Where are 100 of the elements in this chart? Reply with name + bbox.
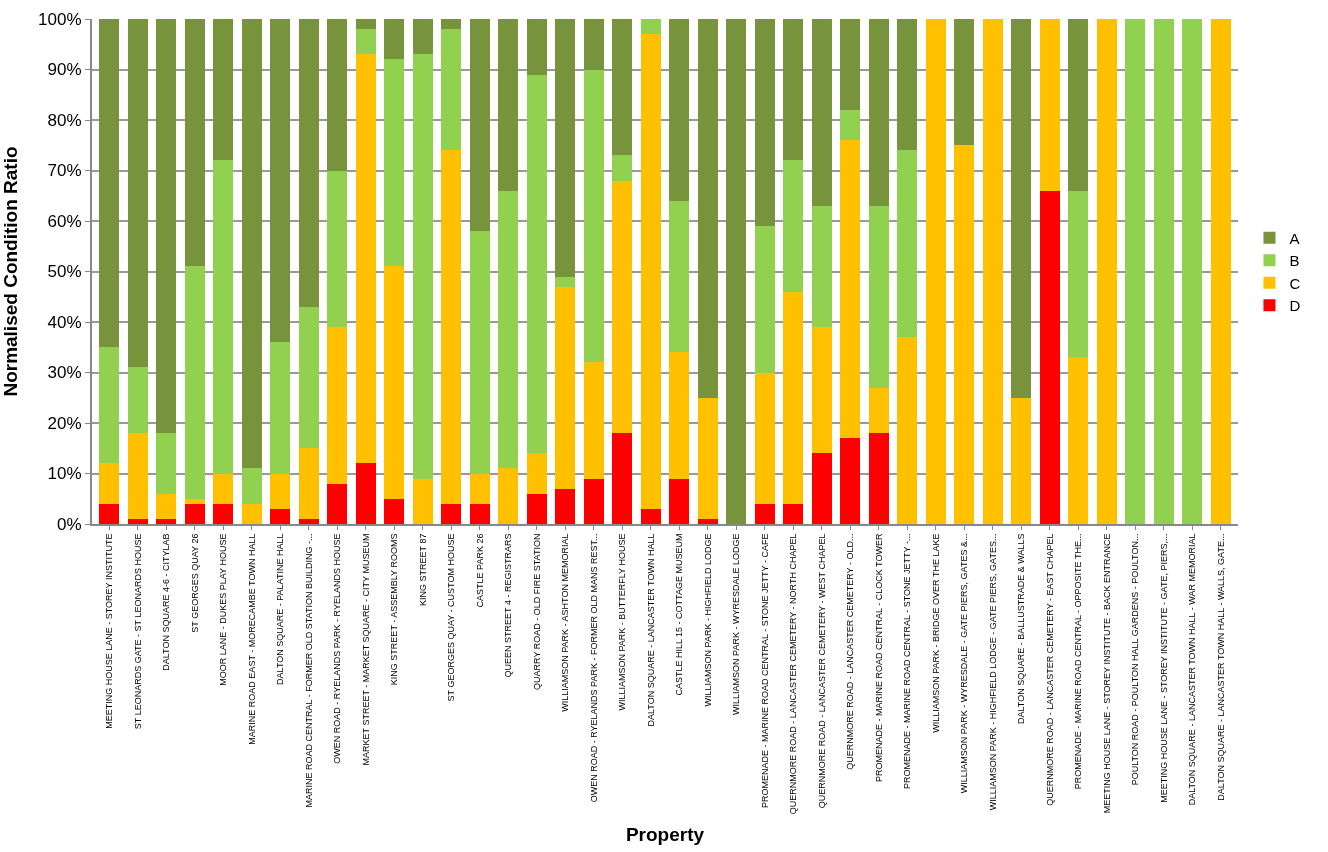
bar xyxy=(1039,190,1060,524)
bar xyxy=(241,468,262,504)
x-tick-label: QUEEN STREET 4 - REGISTRARS xyxy=(503,533,514,678)
bar xyxy=(127,19,148,368)
bar xyxy=(840,438,861,524)
bar xyxy=(783,291,804,504)
bar xyxy=(99,347,120,464)
bar xyxy=(1125,19,1146,524)
legend-label: B xyxy=(1289,252,1300,270)
y-tick-label: 90% xyxy=(47,60,82,80)
x-tick-label: WILLIAMSON PARK - HIGHFIELD LODGE xyxy=(702,533,713,707)
bar xyxy=(526,453,547,494)
bar xyxy=(384,498,405,524)
x-tick-label: MEETING HOUSE LANE - STOREY INSTITUTE xyxy=(104,533,115,729)
x-tick-label: QUERNMORE ROAD - LANCASTER CEMETERY - WEST CHAPEL xyxy=(816,533,827,809)
bar xyxy=(811,19,832,206)
bar xyxy=(99,19,120,348)
bar xyxy=(270,342,291,474)
bar xyxy=(412,478,433,524)
bar xyxy=(441,29,462,151)
bar xyxy=(355,29,376,55)
bar xyxy=(583,362,604,479)
x-tick-label: MOOR LANE - DUKES PLAY HOUSE xyxy=(218,533,229,686)
bar xyxy=(754,372,775,504)
bar xyxy=(469,19,490,232)
bar xyxy=(355,54,376,464)
bar xyxy=(783,19,804,161)
x-tick-label: PROMENADE - MARINE ROAD CENTRAL - CLOCK TOWER xyxy=(873,533,884,782)
bar xyxy=(555,286,576,489)
bar xyxy=(811,327,832,454)
bar xyxy=(897,150,918,338)
bar xyxy=(868,433,889,524)
x-tick-label: WILLIAMSON PARK - WYRESDALE - GATE PIERS, GATES &... xyxy=(959,533,970,794)
x-tick-label: WILLIAMSON PARK - ASHTON MEMORIAL xyxy=(560,533,571,712)
x-tick-label: MEETING HOUSE LANE - STOREY INSTITUTE - GATE, PIERS,... xyxy=(1158,533,1169,803)
bar xyxy=(1011,19,1032,398)
bar xyxy=(583,69,604,363)
x-tick-label: CASTLE HILL 15 - COTTAGE MUSEUM xyxy=(674,533,685,696)
bar xyxy=(526,19,547,75)
bar xyxy=(127,433,148,519)
bar xyxy=(640,508,661,524)
x-tick-label: PROMENADE - MARINE ROAD CENTRAL - OPPOSITE THE... xyxy=(1073,533,1084,790)
bar xyxy=(583,19,604,70)
bar xyxy=(669,352,690,479)
bar xyxy=(327,327,348,484)
x-tick-label: KING STREET - ASSEMBLY ROOMS xyxy=(389,533,400,686)
bar xyxy=(213,19,234,161)
bar xyxy=(555,488,576,524)
x-tick-label: OWEN ROAD - RYELANDS PARK - RYELANDS HOUSE xyxy=(332,533,343,764)
legend-label: C xyxy=(1289,274,1301,292)
bar xyxy=(640,19,661,35)
y-tick-label: 80% xyxy=(47,110,82,130)
y-tick-label: 10% xyxy=(47,464,82,484)
x-tick-label: QUERNMORE ROAD - LANCASTER CEMETERY - NORTH CHAPEL xyxy=(788,533,799,815)
x-tick-label: DALTON SQUARE - LANCASTER TOWN HALL xyxy=(645,533,656,727)
bar xyxy=(526,74,547,454)
bar xyxy=(868,205,889,388)
x-tick-label: WILLIAMSON PARK - WYRESDALE LODGE xyxy=(731,533,742,715)
x-tick-label: POULTON ROAD - POULTON HALL GARDENS - POULTON... xyxy=(1130,533,1141,786)
bar xyxy=(612,433,633,524)
bar xyxy=(726,19,747,524)
bar xyxy=(897,19,918,151)
bar xyxy=(669,19,690,201)
bar xyxy=(327,170,348,328)
bar xyxy=(213,503,234,524)
bar xyxy=(697,518,718,524)
bar xyxy=(355,463,376,524)
x-tick-label: MARINE ROAD EAST - MORECAMBE TOWN HALL xyxy=(246,533,257,745)
bar xyxy=(1210,19,1231,524)
y-tick-label: 100% xyxy=(38,9,82,29)
bar xyxy=(498,468,519,524)
bar xyxy=(697,397,718,519)
bar xyxy=(783,503,804,524)
bar xyxy=(925,19,946,524)
x-tick-label: ST GEORGES QUAY - CUSTOM HOUSE xyxy=(446,533,457,702)
bar xyxy=(469,231,490,474)
bar xyxy=(1096,19,1117,524)
bar xyxy=(441,503,462,524)
y-tick-label: 60% xyxy=(47,211,82,231)
bar xyxy=(954,145,975,524)
y-axis-title: Normalised Condition Ratio xyxy=(0,146,22,397)
x-tick-label: MARINE ROAD CENTRAL - FORMER OLD STATION BUILDING -... xyxy=(303,533,314,808)
bar xyxy=(754,503,775,524)
bar xyxy=(754,19,775,227)
x-tick-label: PROMENADE - MARINE ROAD CENTRAL - STONE JETTY -... xyxy=(902,533,913,789)
bar xyxy=(270,473,291,509)
bar xyxy=(783,160,804,292)
x-tick-label: WILLIAMSON PARK - BUTTERFLY HOUSE xyxy=(617,533,628,711)
bar xyxy=(697,19,718,398)
legend-label: A xyxy=(1289,229,1300,247)
bar xyxy=(156,19,177,434)
bar xyxy=(1068,357,1089,524)
x-tick-label: ST LEONARDS GATE - ST LEONARDS HOUSE xyxy=(132,533,143,730)
bar xyxy=(355,19,376,30)
bar xyxy=(640,34,661,509)
bar xyxy=(412,54,433,479)
bar xyxy=(127,367,148,434)
bar xyxy=(384,266,405,499)
bar xyxy=(526,493,547,524)
bar xyxy=(612,19,633,156)
